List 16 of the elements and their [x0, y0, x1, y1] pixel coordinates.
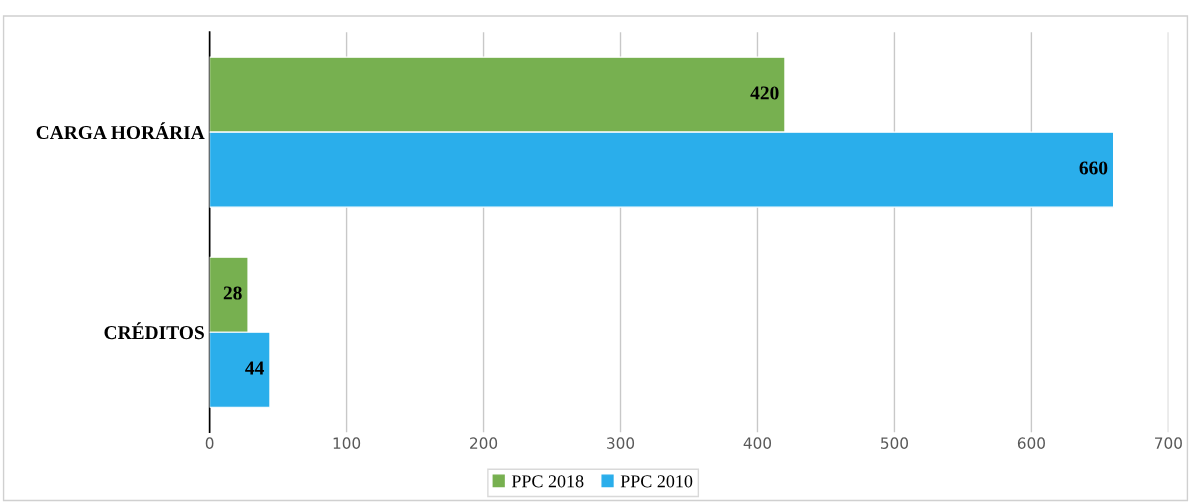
x-tick-label: 100 — [333, 437, 361, 449]
x-tick-label: 300 — [607, 437, 635, 449]
x-tick-label: 400 — [743, 437, 772, 449]
legend-label: PPC 2010 — [620, 475, 693, 488]
data-label: 660 — [1079, 161, 1108, 175]
data-label: 28 — [223, 286, 242, 300]
x-tick-label: 700 — [1155, 437, 1182, 449]
y-tick-label: CRÉDITOS — [104, 322, 204, 340]
data-label: 44 — [245, 361, 264, 375]
x-tick-label: 200 — [470, 437, 498, 449]
y-tick-label: CARGA HORÁRIA — [36, 122, 205, 140]
legend-label: PPC 2018 — [511, 475, 584, 488]
x-tick-label: 600 — [1017, 437, 1045, 449]
x-tick-label: 0 — [205, 437, 214, 449]
x-tick-label: 500 — [881, 437, 909, 449]
data-label: 420 — [750, 86, 779, 100]
